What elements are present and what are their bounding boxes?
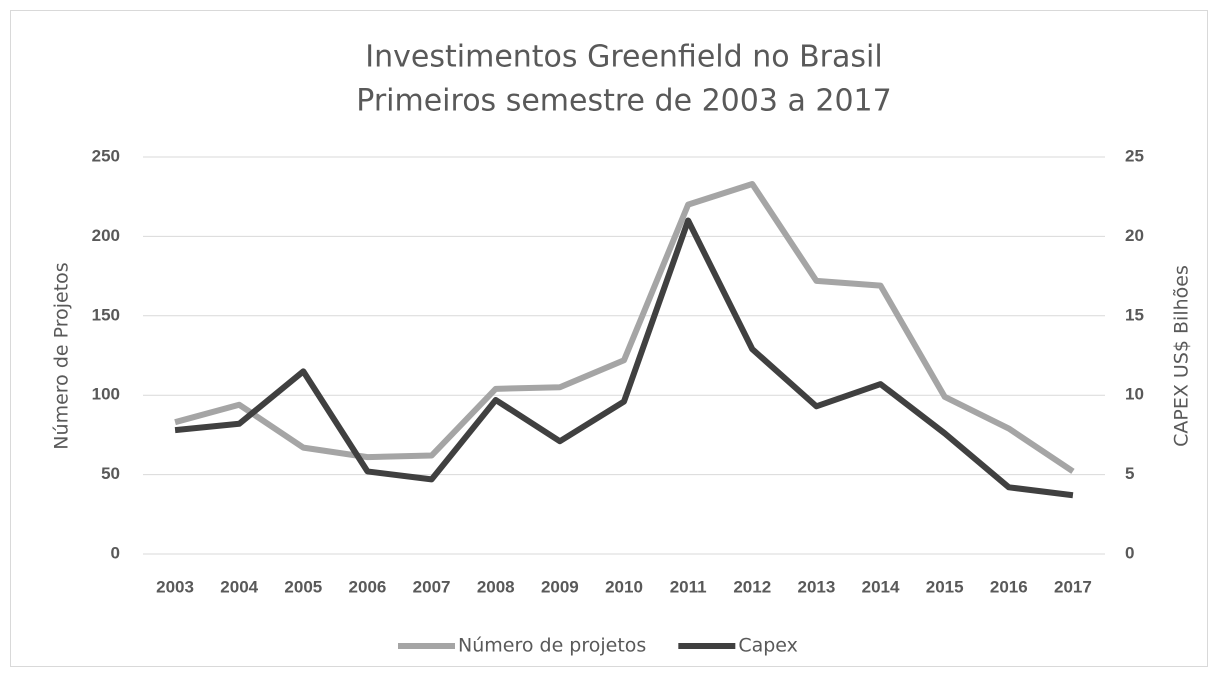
x-tick-label: 2005 — [284, 577, 322, 596]
y2-tick-label: 25 — [1125, 146, 1144, 165]
legend-label: Número de projetos — [458, 635, 646, 657]
x-tick-label: 2004 — [220, 577, 258, 596]
x-tick-label: 2013 — [797, 577, 835, 596]
chart-subtitle: Primeiros semestre de 2003 a 2017 — [356, 84, 891, 119]
y2-tick-label: 5 — [1125, 464, 1134, 483]
x-tick-label: 2008 — [477, 577, 515, 596]
y-tick-label: 50 — [101, 464, 120, 483]
y-tick-label: 250 — [92, 146, 120, 165]
legend-label: Capex — [738, 635, 798, 657]
y2-tick-label: 10 — [1125, 385, 1144, 404]
series-line — [174, 180, 1075, 474]
y-tick-label: 200 — [92, 226, 120, 245]
y-tick-label: 100 — [92, 385, 120, 404]
x-tick-label: 2012 — [733, 577, 771, 596]
x-tick-label: 2007 — [413, 577, 451, 596]
y2-axis-label: CAPEX US$ Bilhões — [1171, 265, 1193, 447]
x-tick-label: 2016 — [990, 577, 1028, 596]
x-tick-label: 2006 — [349, 577, 387, 596]
chart-title: Investimentos Greenfield no Brasil — [365, 40, 882, 75]
y-tick-label: 150 — [92, 305, 120, 324]
chart-frame — [10, 10, 1208, 667]
x-tick-label: 2015 — [926, 577, 964, 596]
x-tick-label: 2010 — [605, 577, 643, 596]
x-tick-label: 2017 — [1054, 577, 1092, 596]
x-tick-label: 2003 — [156, 577, 194, 596]
x-tick-label: 2014 — [862, 577, 900, 596]
y2-tick-label: 0 — [1125, 543, 1134, 562]
x-tick-label: 2011 — [670, 577, 707, 596]
x-tick-label: 2009 — [541, 577, 579, 596]
y2-tick-label: 20 — [1125, 226, 1144, 245]
y2-tick-label: 15 — [1125, 305, 1144, 324]
series-line — [174, 217, 1074, 499]
y-axis-label: Número de Projetos — [51, 262, 73, 449]
y-tick-label: 0 — [111, 543, 120, 562]
